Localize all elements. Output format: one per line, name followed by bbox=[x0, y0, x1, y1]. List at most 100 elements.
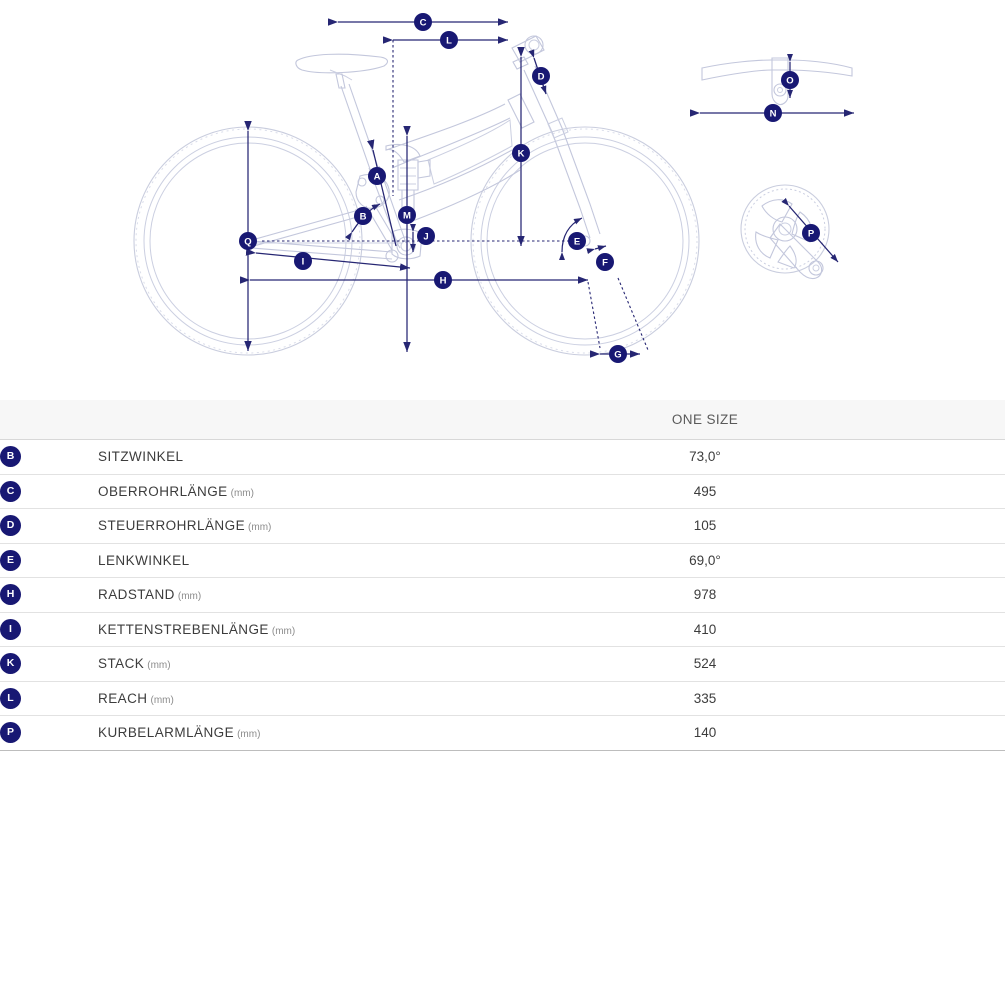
table-row: H RADSTAND (mm) 978 bbox=[0, 578, 1005, 613]
diagram-markers: A B C D E F G H I J K L M N O P Q bbox=[239, 13, 820, 363]
row-label-unit: (mm) bbox=[230, 487, 254, 499]
dimension-I bbox=[245, 248, 411, 271]
row-label-crank-arm-length: KURBELARMLÄNGE (mm) bbox=[98, 716, 610, 751]
svg-text:A: A bbox=[374, 172, 381, 183]
row-badge-cell: L bbox=[0, 681, 98, 716]
row-badge-cell: H bbox=[0, 578, 98, 613]
svg-text:H: H bbox=[440, 276, 447, 287]
marker-G: G bbox=[609, 345, 627, 363]
row-badge-cell: E bbox=[0, 543, 98, 578]
row-value-chainstay-length: 410 bbox=[610, 612, 1005, 647]
marker-P: P bbox=[802, 224, 820, 242]
svg-text:N: N bbox=[770, 109, 777, 120]
table-row: L REACH (mm) 335 bbox=[0, 681, 1005, 716]
svg-text:L: L bbox=[446, 36, 452, 47]
row-value-text: 105 bbox=[693, 518, 717, 534]
header-size-col: ONE SIZE bbox=[610, 400, 1005, 440]
row-badge-cell: I bbox=[0, 612, 98, 647]
dimension-A bbox=[367, 139, 397, 247]
svg-text:I: I bbox=[302, 257, 305, 268]
marker-E: E bbox=[568, 232, 586, 250]
table-row: P KURBELARMLÄNGE (mm) 140 bbox=[0, 716, 1005, 751]
table-row: B SITZWINKEL 73,0° bbox=[0, 440, 1005, 475]
row-value-text: 335 bbox=[693, 690, 717, 706]
row-value-text: 69,0° bbox=[689, 552, 721, 568]
row-label-head-tube-length: STEUERROHRLÄNGE (mm) bbox=[98, 509, 610, 544]
row-badge-cell: P bbox=[0, 716, 98, 751]
dimension-F bbox=[586, 245, 607, 255]
row-label-text: STEUERROHRLÄNGE bbox=[98, 518, 246, 534]
header-label-col bbox=[98, 400, 610, 440]
crankset-diagram bbox=[740, 184, 839, 280]
svg-text:M: M bbox=[403, 211, 411, 222]
marker-badge-chainstay-length: I bbox=[0, 618, 21, 640]
row-label-text: OBERROHRLÄNGE bbox=[98, 483, 228, 499]
svg-text:K: K bbox=[518, 149, 525, 160]
row-value-crank-arm-length: 140 bbox=[610, 716, 1005, 751]
marker-I: I bbox=[294, 252, 312, 270]
marker-D: D bbox=[532, 67, 550, 85]
marker-K: K bbox=[512, 144, 530, 162]
svg-text:P: P bbox=[808, 229, 815, 240]
row-value-text: 524 bbox=[693, 656, 717, 672]
row-value-text: 140 bbox=[693, 725, 717, 741]
table-body: B SITZWINKEL 73,0° C OBERROHRLÄNGE (mm) 495 D ST… bbox=[0, 440, 1005, 751]
row-label-text: REACH bbox=[98, 690, 148, 706]
row-badge-cell: K bbox=[0, 647, 98, 682]
marker-B: B bbox=[354, 207, 372, 225]
marker-badge-reach: L bbox=[0, 687, 21, 709]
row-label-unit: (mm) bbox=[147, 660, 171, 672]
row-label-unit: (mm) bbox=[237, 729, 261, 741]
marker-badge-stack: K bbox=[0, 653, 21, 675]
row-badge-cell: B bbox=[0, 440, 98, 475]
row-value-stack: 524 bbox=[610, 647, 1005, 682]
marker-badge-wheelbase: H bbox=[0, 584, 21, 606]
row-label-stack: STACK (mm) bbox=[98, 647, 610, 682]
table-row: C OBERROHRLÄNGE (mm) 495 bbox=[0, 474, 1005, 509]
tire-tread bbox=[135, 128, 698, 354]
marker-badge-head-tube-length: D bbox=[0, 515, 21, 537]
row-value-head-angle: 69,0° bbox=[610, 543, 1005, 578]
row-label-seat-angle: SITZWINKEL bbox=[98, 440, 610, 475]
marker-F: F bbox=[596, 253, 614, 271]
row-badge-cell: C bbox=[0, 474, 98, 509]
row-label-unit: (mm) bbox=[150, 694, 174, 706]
bike-geometry-diagram: A B C D E F G H I J K L M N O P Q bbox=[0, 0, 1005, 395]
marker-badge-crank-arm-length: P bbox=[0, 722, 21, 744]
marker-N: N bbox=[764, 104, 782, 122]
row-value-reach: 335 bbox=[610, 681, 1005, 716]
row-label-wheelbase: RADSTAND (mm) bbox=[98, 578, 610, 613]
dimension-L bbox=[383, 36, 508, 196]
row-value-wheelbase: 978 bbox=[610, 578, 1005, 613]
table-row: I KETTENSTREBENLÄNGE (mm) 410 bbox=[0, 612, 1005, 647]
row-label-text: KETTENSTREBENLÄNGE bbox=[98, 621, 269, 637]
row-value-text: 495 bbox=[693, 483, 717, 499]
svg-text:O: O bbox=[786, 76, 793, 87]
row-value-text: 410 bbox=[693, 621, 717, 637]
row-value-text: 73,0° bbox=[689, 449, 721, 465]
header-badge-col bbox=[0, 400, 98, 440]
geometry-table: ONE SIZE B SITZWINKEL 73,0° C OBERROHRLÄNGE(… bbox=[0, 400, 1005, 751]
table-header-row: ONE SIZE bbox=[0, 400, 1005, 440]
dimension-G bbox=[587, 277, 649, 358]
svg-text:B: B bbox=[360, 212, 367, 223]
marker-A: A bbox=[368, 167, 386, 185]
row-label-text: SITZWINKEL bbox=[98, 449, 184, 465]
row-label-unit: (mm) bbox=[248, 522, 272, 534]
marker-J: J bbox=[417, 227, 435, 245]
row-value-text: 978 bbox=[693, 587, 717, 603]
table-header: ONE SIZE bbox=[0, 400, 1005, 440]
row-label-unit: (mm) bbox=[177, 591, 202, 603]
front-wheel bbox=[470, 126, 700, 356]
row-label-text: LENKWINKEL bbox=[98, 552, 190, 568]
marker-L: L bbox=[440, 31, 458, 49]
row-value-top-tube-length: 495 bbox=[610, 474, 1005, 509]
dimension-E bbox=[558, 217, 583, 261]
header-size-label: ONE SIZE bbox=[671, 412, 739, 427]
marker-badge-top-tube-length: C bbox=[0, 480, 21, 502]
svg-text:Q: Q bbox=[244, 237, 251, 248]
marker-M: M bbox=[398, 206, 416, 224]
marker-badge-seat-angle: B bbox=[0, 446, 21, 468]
marker-badge-head-angle: E bbox=[0, 549, 21, 571]
row-badge-cell: D bbox=[0, 509, 98, 544]
